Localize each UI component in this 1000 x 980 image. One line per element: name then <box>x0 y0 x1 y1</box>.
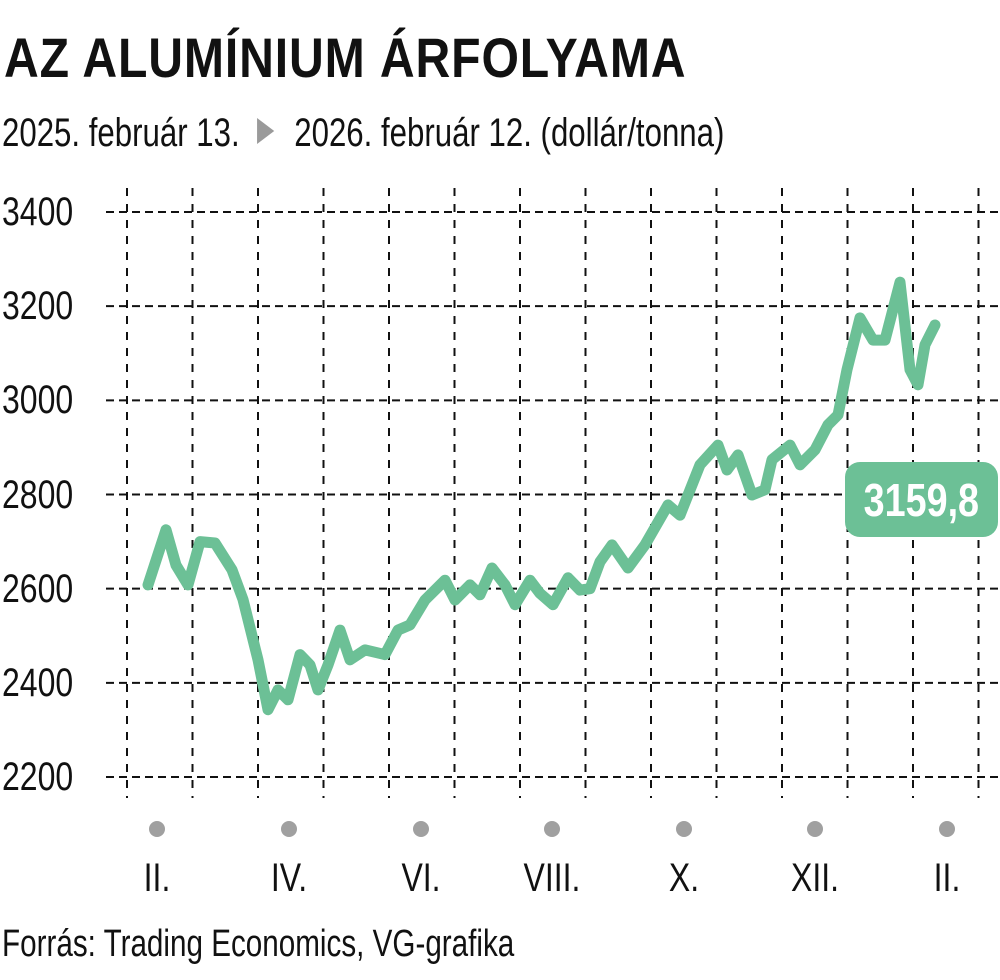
month-dot-icon <box>149 821 165 837</box>
play-triangle-icon <box>256 118 274 144</box>
month-dot-icon <box>281 821 297 837</box>
chart-subtitle: 2025. február 13. 2026. február 12. (doll… <box>2 110 724 156</box>
month-dot-icon <box>413 821 429 837</box>
x-tick-label: II. <box>143 856 171 900</box>
y-tick-label: 2800 <box>2 472 74 517</box>
month-dot-icon <box>939 821 955 837</box>
y-tick-label: 2600 <box>2 566 74 611</box>
date-from: 2025. február 13. <box>2 111 240 155</box>
x-tick-label: XII. <box>790 856 840 900</box>
y-tick-label: 3000 <box>2 378 74 423</box>
x-tick-label: VI. <box>401 856 441 900</box>
date-to: 2026. február 12. (dollár/tonna) <box>294 111 725 155</box>
month-dot-icon <box>544 821 560 837</box>
chart-title: AZ ALUMÍNIUM ÁRFOLYAMA <box>4 26 687 89</box>
x-tick-label: X. <box>668 856 700 900</box>
x-tick-label: IV. <box>270 856 308 900</box>
y-tick-label: 3400 <box>2 190 74 234</box>
x-tick-label: II. <box>933 856 961 900</box>
month-dot-icon <box>676 821 692 837</box>
y-tick-label: 2200 <box>2 755 74 799</box>
last-value-badge: 3159,8 <box>845 462 998 537</box>
y-tick-label: 2400 <box>2 660 74 705</box>
month-dot-icon <box>807 821 823 837</box>
x-tick-label: VIII. <box>523 856 581 900</box>
y-tick-label: 3200 <box>2 284 74 329</box>
source-note: Forrás: Trading Economics, VG-grafika <box>2 923 515 965</box>
price-line <box>142 276 941 716</box>
last-value-label: 3159,8 <box>863 473 980 526</box>
